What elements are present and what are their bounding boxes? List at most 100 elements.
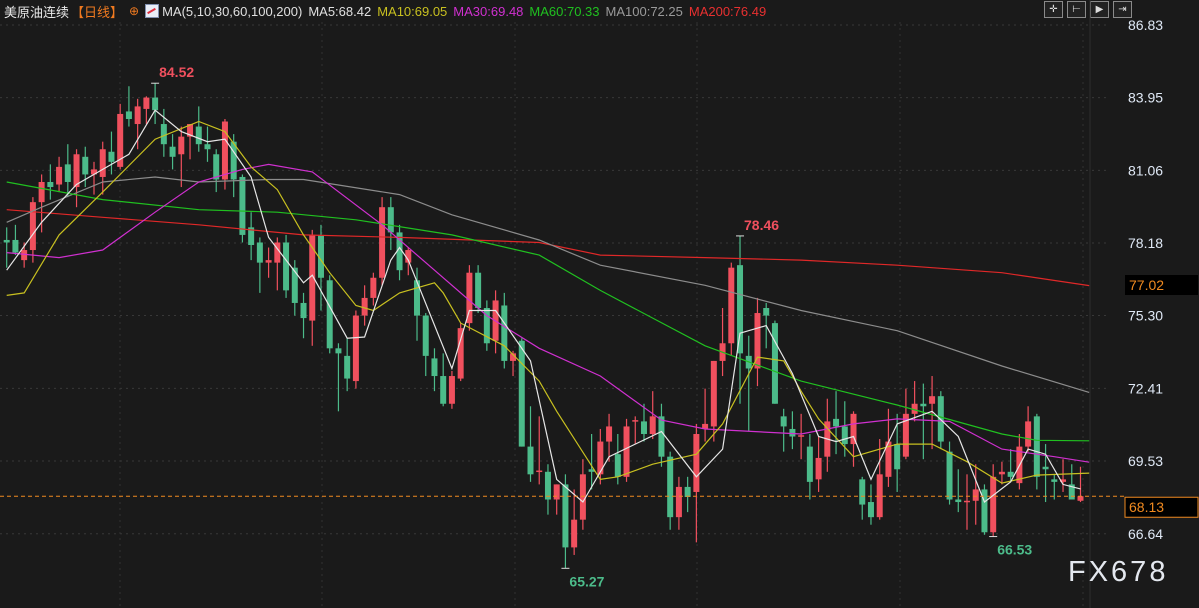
y-tick-label: 66.64 (1128, 526, 1163, 542)
candle-up (56, 166, 63, 185)
candle-down (894, 444, 901, 470)
candle-up (38, 181, 45, 203)
candle-down (344, 355, 351, 379)
candle-down (125, 111, 132, 119)
candle-up (972, 489, 979, 501)
candle-up (73, 154, 80, 188)
candle-up (728, 267, 735, 344)
ma-line-ma100 (6, 176, 1090, 393)
last-price-label: 68.13 (1129, 499, 1164, 515)
y-tick-label: 86.83 (1128, 17, 1163, 33)
candle-up (448, 376, 455, 404)
candle-down (588, 469, 595, 472)
candle-up (876, 474, 883, 518)
low-label: 66.53 (997, 542, 1032, 558)
candle-up (571, 519, 578, 548)
candle-down (684, 486, 691, 497)
ma100-value: MA100:72.25 (605, 3, 683, 19)
candle-up (361, 297, 368, 316)
candle-up (798, 435, 805, 437)
ma-line-ma10 (6, 120, 1090, 484)
candle-up (274, 242, 281, 263)
ma30-value: MA30:69.48 (453, 3, 524, 19)
candle-up (221, 121, 228, 180)
y-tick-label: 69.53 (1128, 453, 1163, 469)
candle-down (518, 340, 525, 447)
candle-up (754, 313, 761, 369)
ma5-value: MA5:68.42 (308, 3, 372, 19)
candle-down (483, 307, 490, 344)
candle-down (867, 502, 874, 518)
globe-icon[interactable]: ⊕ (129, 4, 140, 18)
candle-down (562, 484, 569, 548)
candle-down (771, 323, 778, 404)
candle-up (309, 234, 316, 321)
candle-up (998, 471, 1005, 475)
candle-up (579, 474, 586, 520)
candle-down (204, 144, 211, 150)
period-label[interactable]: 【日线】 (71, 4, 124, 20)
candle-down (160, 124, 167, 145)
chart-toolbar: ✛ ⊢ ▶ ⇥ (1044, 1, 1132, 18)
candle-up (990, 476, 997, 533)
y-tick-label: 83.95 (1128, 90, 1163, 106)
candle-up (536, 470, 543, 473)
symbol-name[interactable]: 美原油连续 (4, 4, 70, 20)
candle-down (1033, 416, 1040, 477)
candle-up (21, 250, 28, 261)
candle-down (667, 456, 674, 518)
candle-down (248, 227, 255, 245)
tag-price-box (1125, 275, 1198, 295)
candle-down (658, 416, 665, 457)
candle-down (640, 421, 647, 434)
candle-down (1068, 484, 1075, 500)
play-forward-icon[interactable]: ▶ (1090, 1, 1109, 18)
watermark: FX678 (1068, 556, 1169, 588)
candle-up (134, 106, 141, 125)
candle-down (501, 305, 508, 361)
candle-down (806, 446, 813, 482)
candle-down (1042, 466, 1049, 470)
candle-up (815, 457, 822, 480)
candle-down (317, 234, 324, 278)
y-tick-label: 72.41 (1128, 380, 1163, 396)
zoom-to-start-icon[interactable]: ⊢ (1067, 1, 1086, 18)
candle-down (396, 232, 403, 271)
candle-down (169, 146, 176, 157)
candle-down (737, 265, 744, 354)
exit-icon[interactable]: ⇥ (1113, 1, 1132, 18)
indicator-chart-icon[interactable] (145, 4, 160, 18)
ma-params[interactable]: MA(5,10,30,60,100,200) (162, 3, 303, 19)
candle-up (370, 277, 377, 298)
candle-down (82, 156, 89, 175)
candle-up (911, 403, 918, 414)
candle-down (108, 151, 115, 162)
low-label: 65.27 (569, 573, 604, 589)
candle-up (675, 486, 682, 518)
y-tick-label: 81.06 (1128, 162, 1163, 178)
candle-up (143, 97, 150, 109)
candle-down (387, 207, 394, 233)
candle-down (12, 239, 19, 253)
candle-down (326, 280, 333, 349)
candle-down (239, 176, 246, 235)
candle-up (466, 272, 473, 324)
candle-up (702, 423, 709, 429)
candle-down (920, 403, 927, 407)
candle-up (553, 484, 560, 500)
candle-up (649, 416, 656, 434)
candle-down (955, 499, 962, 503)
candle-down (335, 348, 342, 354)
candle-up (885, 441, 892, 477)
candle-up (710, 360, 717, 427)
candle-up (623, 426, 630, 477)
crosshair-icon[interactable]: ✛ (1044, 1, 1063, 18)
candle-down (300, 302, 307, 319)
high-label: 84.52 (159, 64, 194, 80)
candle-down (47, 181, 54, 188)
candle-down (440, 376, 447, 404)
ma-line-ma60 (6, 181, 1090, 442)
candle-up (117, 113, 124, 167)
candle-down (475, 272, 482, 308)
